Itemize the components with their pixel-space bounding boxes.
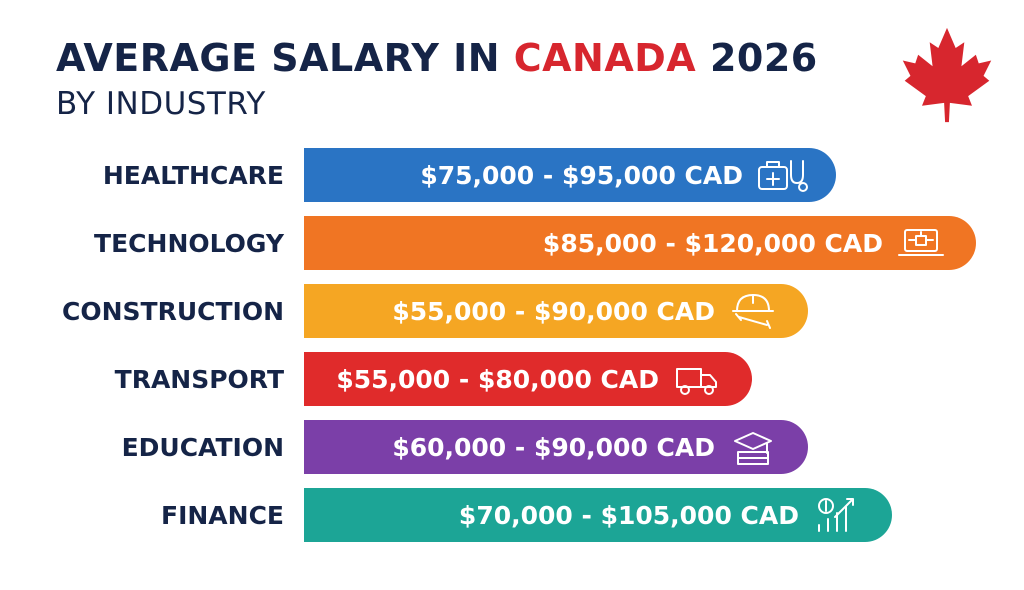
laptop-circuit-icon — [898, 229, 944, 256]
salary-range-label: $60,000 - $90,000 CAD — [392, 433, 715, 462]
title-main: AVERAGE SALARY IN — [56, 36, 501, 80]
salary-bar — [304, 352, 752, 406]
salary-bar — [304, 284, 808, 338]
category-label: EDUCATION — [122, 433, 284, 462]
category-label: TRANSPORT — [115, 365, 284, 394]
salary-range-label: $55,000 - $90,000 CAD — [392, 297, 715, 326]
title-year: 2026 — [709, 36, 818, 80]
salary-range-label: $70,000 - $105,000 CAD — [459, 501, 799, 530]
category-label: HEALTHCARE — [103, 161, 284, 190]
category-label: TECHNOLOGY — [94, 229, 285, 258]
salary-range-label: $55,000 - $80,000 CAD — [336, 365, 659, 394]
category-label: CONSTRUCTION — [62, 297, 284, 326]
title-accent: CANADA — [513, 36, 697, 80]
medical-kit-stethoscope-icon — [758, 160, 808, 192]
category-label: FINANCE — [161, 501, 284, 530]
salary-range-label: $85,000 - $120,000 CAD — [543, 229, 883, 258]
delivery-truck-icon — [676, 368, 717, 395]
salary-bar — [304, 216, 976, 270]
salary-bar — [304, 488, 892, 542]
dollar-growth-chart-icon — [818, 498, 854, 532]
graduation-cap-books-icon — [734, 432, 772, 465]
salary-range-label: $75,000 - $95,000 CAD — [420, 161, 743, 190]
maple-leaf-icon — [902, 27, 992, 123]
salary-bar — [304, 148, 836, 202]
hard-hat-wrench-icon — [732, 294, 774, 329]
salary-bar — [304, 420, 808, 474]
chart-subtitle: BY INDUSTRY — [56, 86, 266, 122]
chart-title: AVERAGE SALARY IN CANADA 2026 — [56, 36, 818, 80]
